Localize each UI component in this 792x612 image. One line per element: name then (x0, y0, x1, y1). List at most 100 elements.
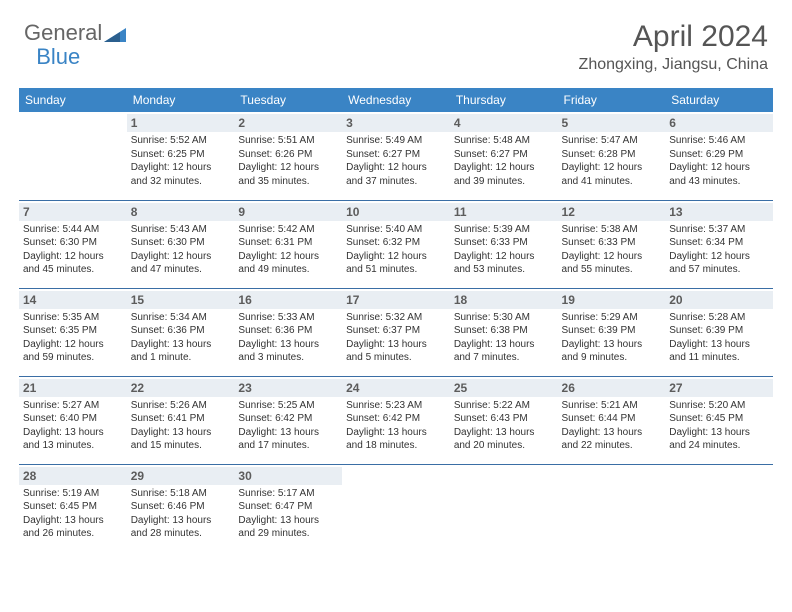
calendar-row: 21Sunrise: 5:27 AMSunset: 6:40 PMDayligh… (19, 376, 773, 464)
calendar-cell: 6 Sunrise: 5:46 AMSunset: 6:29 PMDaylight… (665, 112, 773, 200)
calendar-cell (558, 464, 666, 552)
calendar-table: Sunday Monday Tuesday Wednesday Thursday… (19, 88, 773, 552)
calendar-cell: 27Sunrise: 5:20 AMSunset: 6:45 PMDayligh… (665, 376, 773, 464)
day-details: Sunrise: 5:49 AMSunset: 6:27 PMDaylight:… (346, 134, 446, 188)
day-number: 19 (558, 291, 666, 309)
calendar-header-row: Sunday Monday Tuesday Wednesday Thursday… (19, 88, 773, 112)
day-details: Sunrise: 5:27 AMSunset: 6:40 PMDaylight:… (23, 399, 123, 453)
calendar-cell: 9 Sunrise: 5:42 AMSunset: 6:31 PMDaylight… (234, 200, 342, 288)
day-details: Sunrise: 5:39 AMSunset: 6:33 PMDaylight:… (454, 223, 554, 277)
calendar-cell: 25 Sunrise: 5:22 AMSunset: 6:43 PMDayligh… (450, 376, 558, 464)
logo-blue-row: Blue (24, 44, 80, 70)
calendar-cell: 16 Sunrise: 5:33 AMSunset: 6:36 PMDayligh… (234, 288, 342, 376)
calendar-cell: 14 Sunrise: 5:35 AMSunset: 6:35 PMDayligh… (19, 288, 127, 376)
calendar-cell: 2Sunrise: 5:51 AMSunset: 6:26 PMDaylight… (234, 112, 342, 200)
day-details: Sunrise: 5:47 AMSunset: 6:28 PMDaylight:… (562, 134, 662, 188)
calendar-row: 14 Sunrise: 5:35 AMSunset: 6:35 PMDayligh… (19, 288, 773, 376)
day-number: 17 (342, 291, 450, 309)
day-details: Sunrise: 5:26 AMSunset: 6:41 PMDaylight:… (131, 399, 231, 453)
day-details: Sunrise: 5:25 AMSunset: 6:42 PMDaylight:… (238, 399, 338, 453)
calendar-cell (19, 112, 127, 200)
day-number: 3 (342, 114, 450, 132)
month-title: April 2024 (579, 20, 768, 54)
day-details: Sunrise: 5:46 AMSunset: 6:29 PMDaylight:… (669, 134, 769, 188)
day-details: Sunrise: 5:21 AMSunset: 6:44 PMDaylight:… (562, 399, 662, 453)
day-number: 13 (665, 203, 773, 221)
day-number: 1 (127, 114, 235, 132)
calendar-cell: 22 Sunrise: 5:26 AMSunset: 6:41 PMDayligh… (127, 376, 235, 464)
calendar-cell: 24Sunrise: 5:23 AMSunset: 6:42 PMDayligh… (342, 376, 450, 464)
calendar-cell: 11Sunrise: 5:39 AMSunset: 6:33 PMDayligh… (450, 200, 558, 288)
calendar-cell: 23 Sunrise: 5:25 AMSunset: 6:42 PMDayligh… (234, 376, 342, 464)
calendar-cell: 18 Sunrise: 5:30 AMSunset: 6:38 PMDayligh… (450, 288, 558, 376)
calendar-row: 1 Sunrise: 5:52 AMSunset: 6:25 PMDaylight… (19, 112, 773, 200)
day-number: 22 (127, 379, 235, 397)
day-number: 18 (450, 291, 558, 309)
day-details: Sunrise: 5:18 AMSunset: 6:46 PMDaylight:… (131, 487, 231, 541)
day-details: Sunrise: 5:51 AMSunset: 6:26 PMDaylight:… (238, 134, 338, 188)
calendar-cell: 15 Sunrise: 5:34 AMSunset: 6:36 PMDayligh… (127, 288, 235, 376)
calendar-cell: 28Sunrise: 5:19 AMSunset: 6:45 PMDayligh… (19, 464, 127, 552)
day-details: Sunrise: 5:37 AMSunset: 6:34 PMDaylight:… (669, 223, 769, 277)
calendar-cell: 29Sunrise: 5:18 AMSunset: 6:46 PMDayligh… (127, 464, 235, 552)
calendar-row: 28Sunrise: 5:19 AMSunset: 6:45 PMDayligh… (19, 464, 773, 552)
day-number: 4 (450, 114, 558, 132)
calendar-cell: 12Sunrise: 5:38 AMSunset: 6:33 PMDayligh… (558, 200, 666, 288)
day-number: 6 (665, 114, 773, 132)
logo-triangle-icon (104, 24, 126, 42)
day-details: Sunrise: 5:40 AMSunset: 6:32 PMDaylight:… (346, 223, 446, 277)
day-details: Sunrise: 5:52 AMSunset: 6:25 PMDaylight:… (131, 134, 231, 188)
day-number: 20 (665, 291, 773, 309)
day-number: 14 (19, 291, 127, 309)
day-details: Sunrise: 5:28 AMSunset: 6:39 PMDaylight:… (669, 311, 769, 365)
day-number: 10 (342, 203, 450, 221)
calendar-cell: 3 Sunrise: 5:49 AMSunset: 6:27 PMDaylight… (342, 112, 450, 200)
day-details: Sunrise: 5:19 AMSunset: 6:45 PMDaylight:… (23, 487, 123, 541)
day-details: Sunrise: 5:44 AMSunset: 6:30 PMDaylight:… (23, 223, 123, 277)
col-tuesday: Tuesday (234, 88, 342, 112)
day-number: 9 (234, 203, 342, 221)
day-number: 16 (234, 291, 342, 309)
calendar-row: 7 Sunrise: 5:44 AMSunset: 6:30 PMDaylight… (19, 200, 773, 288)
col-sunday: Sunday (19, 88, 127, 112)
day-details: Sunrise: 5:23 AMSunset: 6:42 PMDaylight:… (346, 399, 446, 453)
calendar-cell (450, 464, 558, 552)
day-number: 5 (558, 114, 666, 132)
day-details: Sunrise: 5:20 AMSunset: 6:45 PMDaylight:… (669, 399, 769, 453)
calendar-cell: 19 Sunrise: 5:29 AMSunset: 6:39 PMDayligh… (558, 288, 666, 376)
day-number: 30 (234, 467, 342, 485)
title-block: April 2024 Zhongxing, Jiangsu, China (579, 20, 768, 74)
day-number: 25 (450, 379, 558, 397)
day-details: Sunrise: 5:32 AMSunset: 6:37 PMDaylight:… (346, 311, 446, 365)
calendar-cell: 30 Sunrise: 5:17 AMSunset: 6:47 PMDayligh… (234, 464, 342, 552)
calendar-cell: 20 Sunrise: 5:28 AMSunset: 6:39 PMDayligh… (665, 288, 773, 376)
day-details: Sunrise: 5:30 AMSunset: 6:38 PMDaylight:… (454, 311, 554, 365)
col-friday: Friday (558, 88, 666, 112)
day-number: 7 (19, 203, 127, 221)
logo: General (24, 20, 126, 46)
calendar-cell (665, 464, 773, 552)
day-details: Sunrise: 5:43 AMSunset: 6:30 PMDaylight:… (131, 223, 231, 277)
calendar-cell (342, 464, 450, 552)
location-subtitle: Zhongxing, Jiangsu, China (579, 56, 768, 74)
calendar-cell: 8Sunrise: 5:43 AMSunset: 6:30 PMDaylight… (127, 200, 235, 288)
day-details: Sunrise: 5:17 AMSunset: 6:47 PMDaylight:… (238, 487, 338, 541)
day-details: Sunrise: 5:42 AMSunset: 6:31 PMDaylight:… (238, 223, 338, 277)
day-number: 12 (558, 203, 666, 221)
col-thursday: Thursday (450, 88, 558, 112)
calendar-cell: 17 Sunrise: 5:32 AMSunset: 6:37 PMDayligh… (342, 288, 450, 376)
day-details: Sunrise: 5:29 AMSunset: 6:39 PMDaylight:… (562, 311, 662, 365)
day-number: 26 (558, 379, 666, 397)
calendar-body: 1 Sunrise: 5:52 AMSunset: 6:25 PMDaylight… (19, 112, 773, 552)
calendar-cell: 5 Sunrise: 5:47 AMSunset: 6:28 PMDaylight… (558, 112, 666, 200)
calendar-cell: 13 Sunrise: 5:37 AMSunset: 6:34 PMDayligh… (665, 200, 773, 288)
day-number: 15 (127, 291, 235, 309)
calendar-cell: 26 Sunrise: 5:21 AMSunset: 6:44 PMDayligh… (558, 376, 666, 464)
day-number: 23 (234, 379, 342, 397)
day-details: Sunrise: 5:33 AMSunset: 6:36 PMDaylight:… (238, 311, 338, 365)
day-details: Sunrise: 5:34 AMSunset: 6:36 PMDaylight:… (131, 311, 231, 365)
calendar-cell: 4Sunrise: 5:48 AMSunset: 6:27 PMDaylight… (450, 112, 558, 200)
day-details: Sunrise: 5:22 AMSunset: 6:43 PMDaylight:… (454, 399, 554, 453)
day-details: Sunrise: 5:35 AMSunset: 6:35 PMDaylight:… (23, 311, 123, 365)
col-monday: Monday (127, 88, 235, 112)
